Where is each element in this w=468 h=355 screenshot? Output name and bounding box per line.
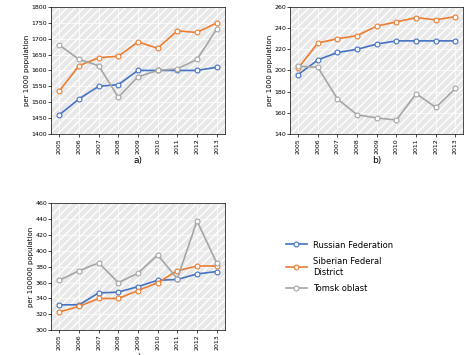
X-axis label: c): c) [134, 353, 142, 355]
X-axis label: a): a) [133, 157, 142, 165]
Y-axis label: per 1000 population: per 1000 population [267, 35, 273, 106]
Legend: Russian Federation, Siberian Federal
District, Tomsk oblast: Russian Federation, Siberian Federal Dis… [286, 241, 394, 293]
X-axis label: b): b) [372, 157, 381, 165]
Y-axis label: per 100000 population: per 100000 population [28, 227, 34, 307]
Y-axis label: per 1000 population: per 1000 population [24, 35, 30, 106]
